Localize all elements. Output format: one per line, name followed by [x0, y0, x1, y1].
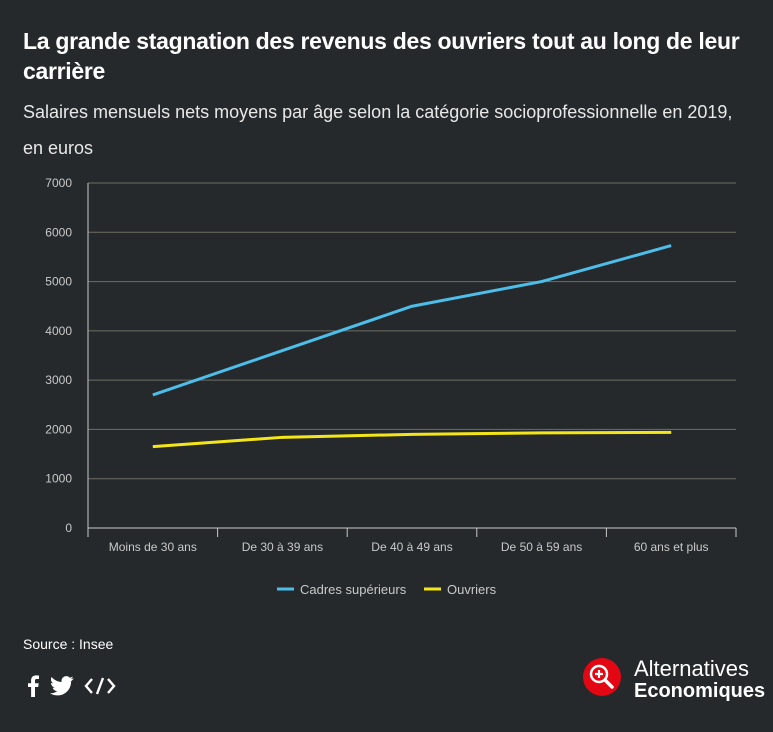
embed-icon[interactable]: [84, 676, 116, 701]
brand-name-line1: Alternatives: [634, 655, 749, 681]
chart-subtitle: Salaires mensuels nets moyens par âge se…: [23, 102, 733, 158]
x-category-label: 60 ans et plus: [634, 540, 709, 554]
facebook-icon[interactable]: [26, 675, 40, 702]
y-tick-label: 6000: [45, 225, 72, 239]
series-line-cadres: [152, 244, 672, 397]
y-tick-label: 3000: [45, 373, 72, 387]
y-tick-label: 0: [65, 521, 72, 535]
share-bar: [26, 675, 116, 702]
x-category-label: Moins de 30 ans: [109, 540, 197, 554]
y-tick-label: 5000: [45, 275, 72, 289]
chart-title: La grande stagnation des revenus des ouv…: [23, 28, 740, 84]
y-tick-label: 2000: [45, 422, 72, 436]
source-note: Source : Insee: [23, 636, 114, 652]
x-category-label: De 40 à 49 ans: [371, 540, 452, 554]
twitter-icon[interactable]: [50, 676, 74, 701]
legend-label: Ouvriers: [447, 582, 497, 597]
brand-logo[interactable]: Alternatives Economiques: [582, 657, 765, 702]
y-tick-label: 1000: [45, 472, 72, 486]
y-tick-label: 4000: [45, 324, 72, 338]
y-tick-label: 7000: [45, 176, 72, 190]
magnifier-logo-icon: [582, 657, 622, 702]
x-category-label: De 50 à 59 ans: [501, 540, 582, 554]
brand-name-line2: Economiques: [634, 679, 766, 702]
x-category-label: De 30 à 39 ans: [242, 540, 323, 554]
line-chart: 0 1000 2000 3000 4000 5000 6000 7000 Moins de 3…: [45, 176, 737, 597]
series-line-ouvriers: [152, 430, 672, 449]
legend-label: Cadres supérieurs: [300, 582, 407, 597]
